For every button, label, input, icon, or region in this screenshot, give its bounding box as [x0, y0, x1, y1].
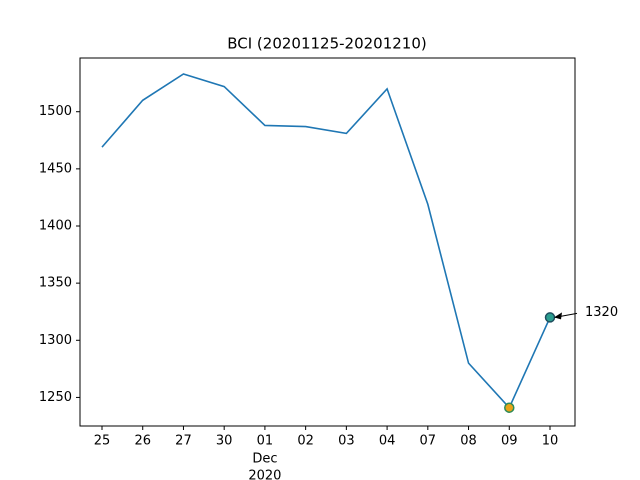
x-tick-sublabel: Dec	[252, 452, 277, 467]
last-marker	[544, 312, 556, 323]
annotation-label: 1320	[585, 305, 618, 320]
x-tick-label: 02	[297, 434, 314, 449]
x-tick-label: 01	[257, 434, 274, 449]
x-tick-label: 07	[420, 434, 437, 449]
x-tick-label: 27	[175, 434, 192, 449]
y-tick-label: 1300	[39, 333, 72, 348]
chart-title: BCI (20201125-20201210)	[227, 35, 427, 53]
x-tick-label: 08	[460, 434, 477, 449]
x-tick-label: 09	[501, 434, 518, 449]
plot-frame	[79, 57, 576, 427]
y-tick-label: 1250	[39, 390, 72, 405]
x-tick-label: 04	[379, 434, 396, 449]
line-series	[101, 73, 551, 410]
x-tick-label: 30	[216, 434, 233, 449]
x-tick-label: 10	[542, 434, 559, 449]
x-tick-label: 25	[94, 434, 111, 449]
min-marker	[504, 402, 515, 413]
x-tick-sublabel: 2020	[248, 469, 281, 480]
y-tick-label: 1350	[39, 276, 72, 291]
y-tick-label: 1400	[39, 219, 72, 234]
y-tick-label: 1450	[39, 161, 72, 176]
y-tick-label: 1500	[39, 104, 72, 119]
x-tick-label: 03	[338, 434, 355, 449]
annotation-arrowhead	[554, 312, 562, 320]
x-tick-label: 26	[134, 434, 151, 449]
